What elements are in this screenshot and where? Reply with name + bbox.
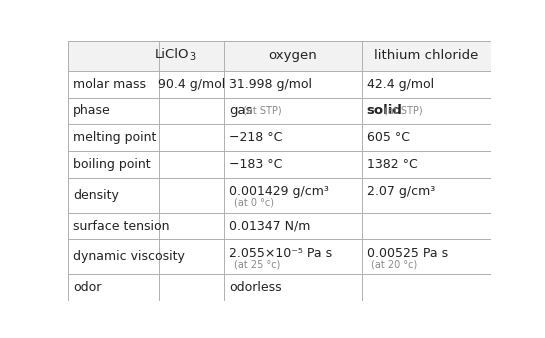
Bar bbox=[68, 124, 159, 151]
Bar bbox=[225, 151, 362, 178]
Bar bbox=[68, 151, 159, 178]
Text: gas: gas bbox=[229, 104, 253, 118]
Bar bbox=[159, 41, 225, 71]
Bar bbox=[68, 71, 159, 98]
Text: LiClO: LiClO bbox=[155, 48, 190, 62]
Bar bbox=[225, 213, 362, 239]
Text: 3: 3 bbox=[190, 52, 196, 62]
Bar bbox=[225, 274, 362, 301]
Text: 1382 °C: 1382 °C bbox=[367, 158, 417, 171]
Text: boiling point: boiling point bbox=[73, 158, 151, 171]
Text: melting point: melting point bbox=[73, 131, 156, 144]
Text: (at STP): (at STP) bbox=[244, 106, 282, 116]
Bar bbox=[225, 178, 362, 213]
Text: phase: phase bbox=[73, 104, 111, 118]
Text: dynamic viscosity: dynamic viscosity bbox=[73, 250, 185, 263]
Text: odor: odor bbox=[73, 281, 101, 294]
Text: 0.00525 Pa s: 0.00525 Pa s bbox=[367, 247, 448, 260]
Bar bbox=[362, 274, 490, 301]
Bar bbox=[362, 239, 490, 274]
Text: surface tension: surface tension bbox=[73, 220, 169, 233]
Bar bbox=[159, 151, 225, 178]
Bar bbox=[68, 239, 159, 274]
Text: solid: solid bbox=[367, 104, 403, 118]
Bar bbox=[159, 213, 225, 239]
Bar bbox=[68, 213, 159, 239]
Text: 2.07 g/cm³: 2.07 g/cm³ bbox=[367, 186, 435, 198]
Text: −183 °C: −183 °C bbox=[229, 158, 283, 171]
Bar bbox=[362, 178, 490, 213]
Bar bbox=[362, 71, 490, 98]
Bar bbox=[159, 178, 225, 213]
Bar bbox=[362, 124, 490, 151]
Text: (at 25 °c): (at 25 °c) bbox=[234, 259, 280, 269]
Text: lithium chloride: lithium chloride bbox=[374, 49, 479, 62]
Text: odorless: odorless bbox=[229, 281, 282, 294]
Text: density: density bbox=[73, 189, 119, 202]
Bar bbox=[225, 124, 362, 151]
Bar bbox=[225, 98, 362, 124]
Text: (at 0 °c): (at 0 °c) bbox=[234, 198, 274, 208]
Bar bbox=[68, 41, 159, 71]
Bar bbox=[362, 213, 490, 239]
Text: 605 °C: 605 °C bbox=[367, 131, 410, 144]
Bar bbox=[225, 41, 362, 71]
Text: 31.998 g/mol: 31.998 g/mol bbox=[229, 78, 312, 91]
Bar bbox=[159, 98, 225, 124]
Bar bbox=[68, 274, 159, 301]
Bar bbox=[159, 71, 225, 98]
Text: molar mass: molar mass bbox=[73, 78, 146, 91]
Text: −218 °C: −218 °C bbox=[229, 131, 283, 144]
Bar bbox=[362, 151, 490, 178]
Bar bbox=[225, 239, 362, 274]
Bar bbox=[159, 274, 225, 301]
Bar bbox=[68, 178, 159, 213]
Bar bbox=[225, 71, 362, 98]
Text: (at STP): (at STP) bbox=[384, 106, 422, 116]
Text: oxygen: oxygen bbox=[269, 49, 317, 62]
Text: (at 20 °c): (at 20 °c) bbox=[371, 259, 417, 269]
Text: 0.01347 N/m: 0.01347 N/m bbox=[229, 220, 311, 233]
Bar bbox=[68, 98, 159, 124]
Text: 0.001429 g/cm³: 0.001429 g/cm³ bbox=[229, 186, 329, 198]
Text: 2.055×10⁻⁵ Pa s: 2.055×10⁻⁵ Pa s bbox=[229, 247, 332, 260]
Text: 42.4 g/mol: 42.4 g/mol bbox=[367, 78, 434, 91]
Text: 90.4 g/mol: 90.4 g/mol bbox=[158, 78, 225, 91]
Bar bbox=[159, 124, 225, 151]
Bar bbox=[159, 239, 225, 274]
Bar bbox=[362, 41, 490, 71]
Bar bbox=[362, 98, 490, 124]
